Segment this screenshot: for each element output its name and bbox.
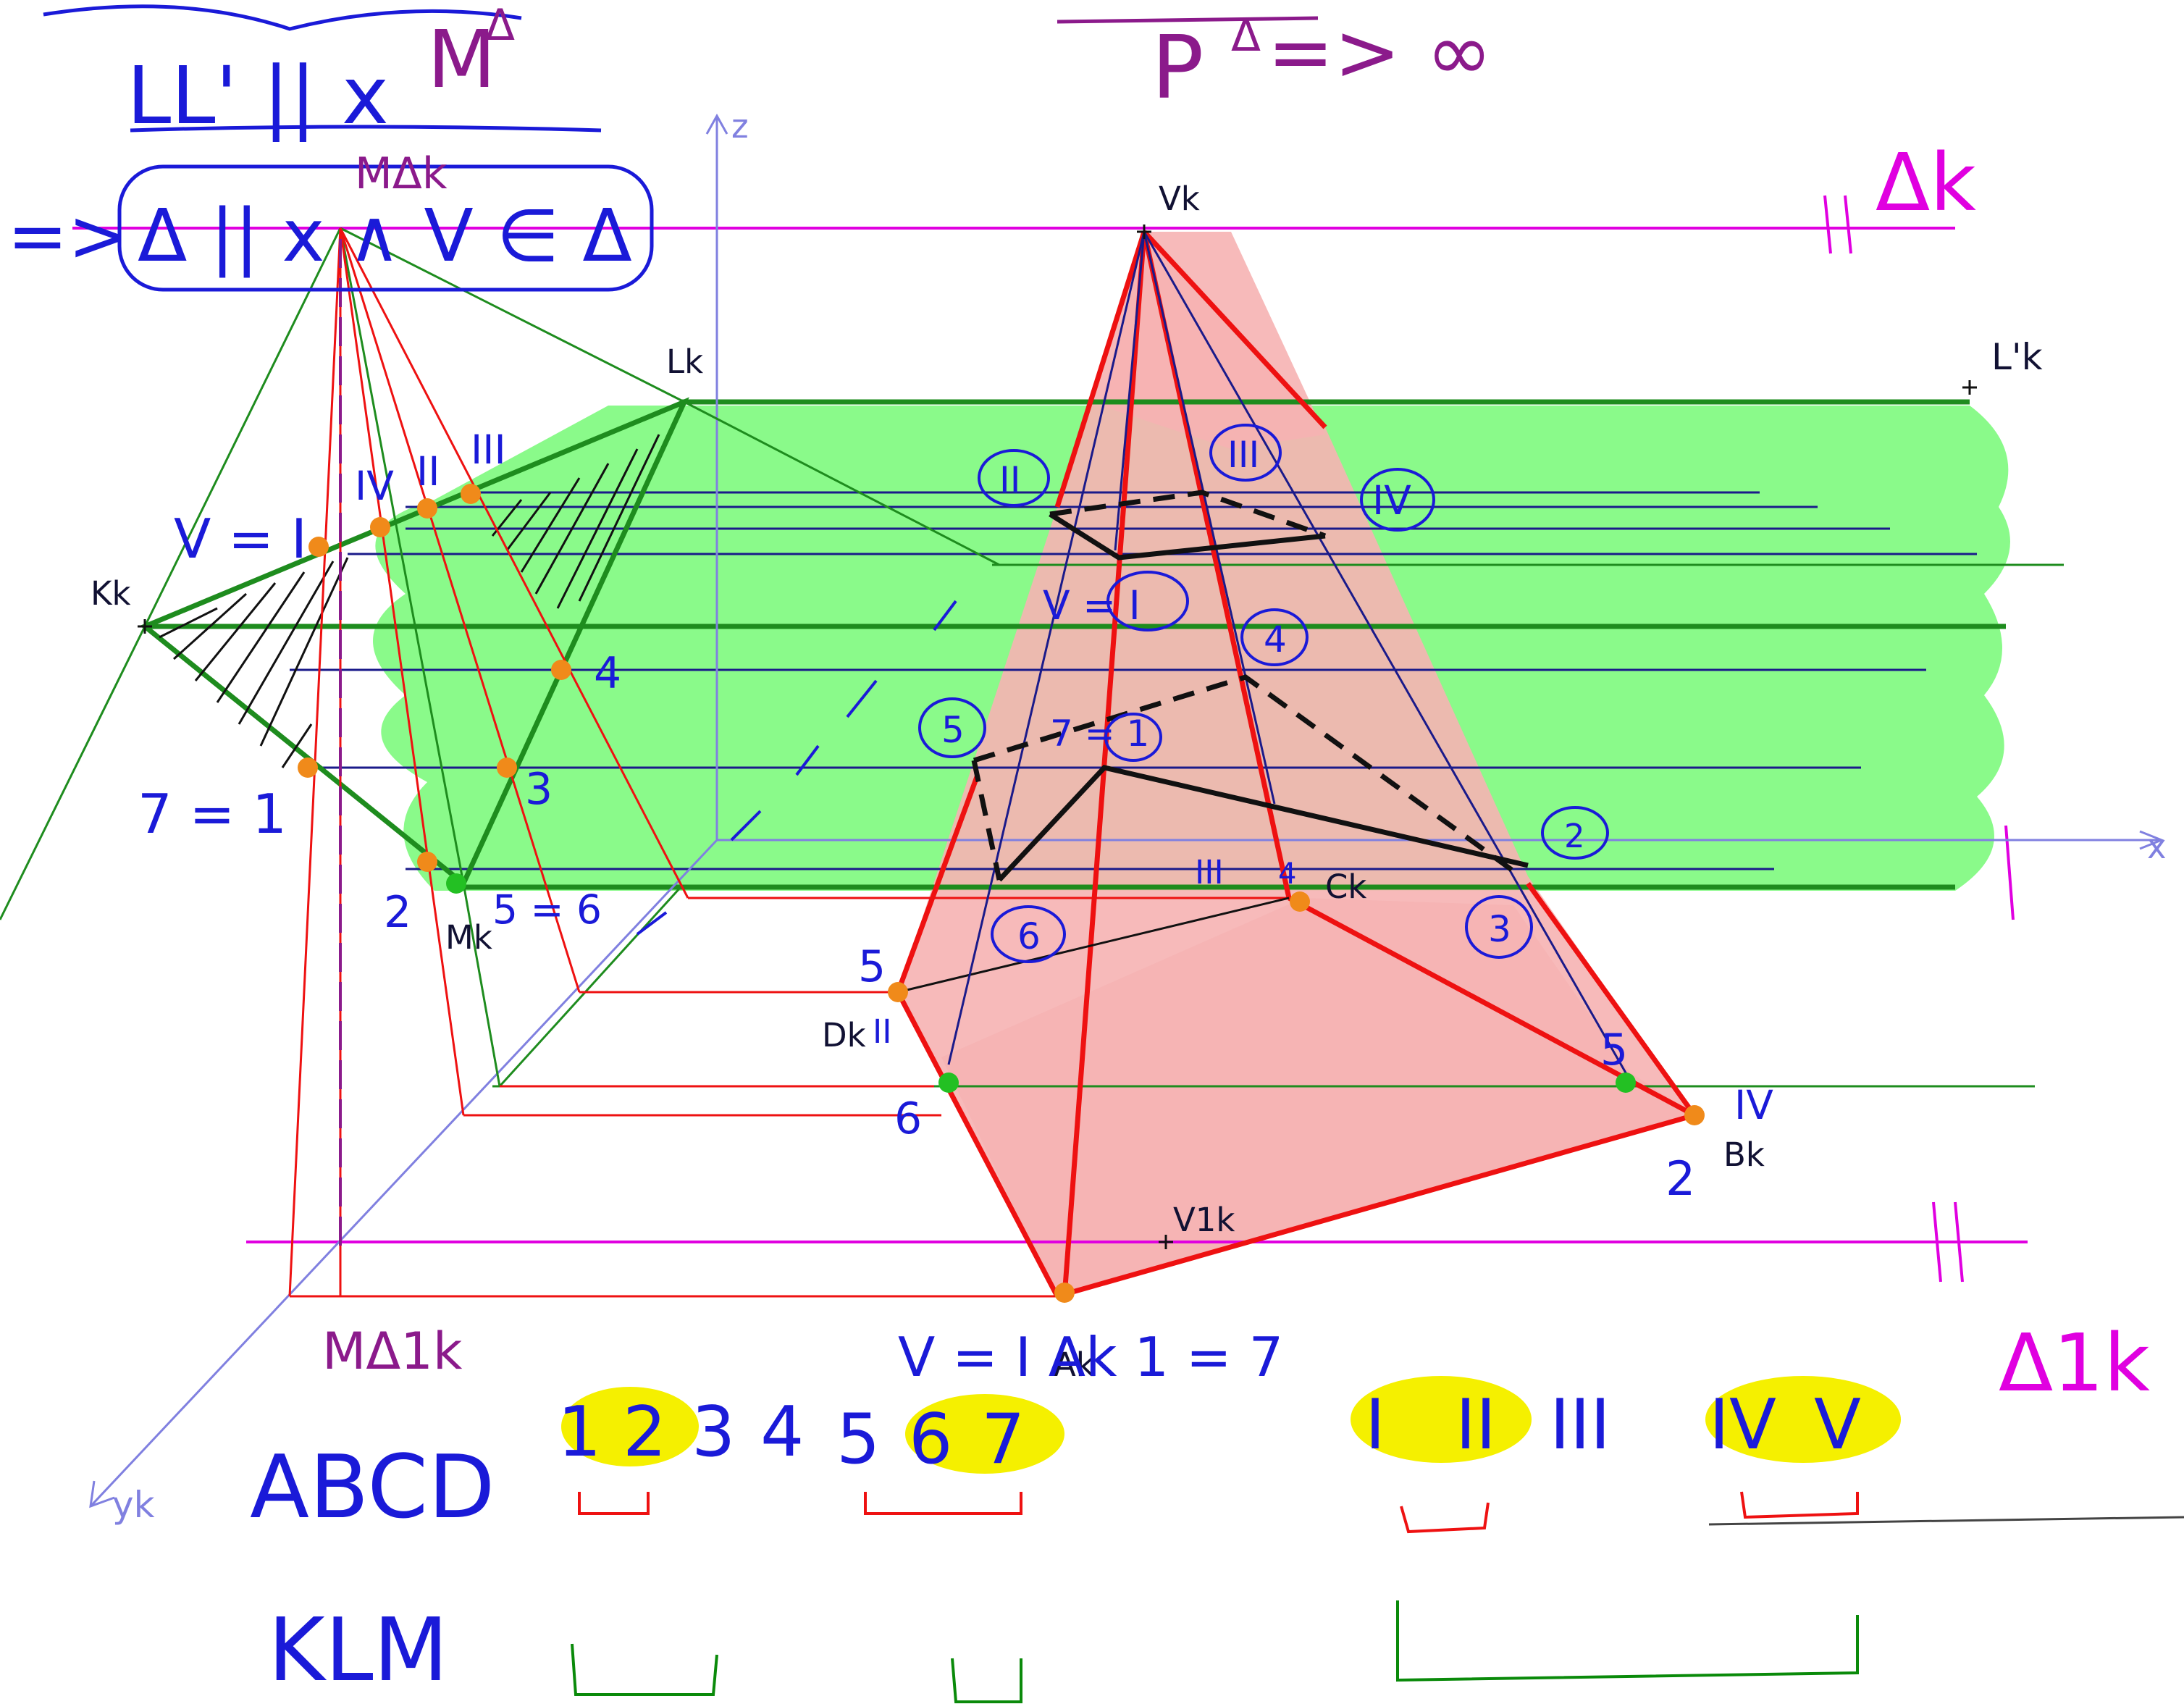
label-kk: Kk [91,574,131,613]
legend-roman-i: I [1365,1385,1385,1465]
circled-iv: IV [1372,477,1411,524]
left-num-2: 2 [384,887,411,938]
base-label-4: 4 [1278,857,1296,891]
pyramid-section-solid [997,512,1529,882]
left-v-eq-i: V = I [174,507,307,571]
legend-highlights [561,1376,1901,1474]
point-markers [138,224,1977,1249]
legend-number-4: 4 [760,1393,804,1472]
legend-romans: I II III IV V [1365,1385,1861,1465]
legend-number-2: 2 [623,1393,666,1472]
note-m: M [427,13,496,106]
note-p: P [1151,18,1204,119]
legend-number-1: 1 [558,1393,601,1472]
legend-roman-iii: III [1550,1385,1610,1465]
pyramid-circles [918,424,1609,963]
note-boxed-statement: Δ || x ∧ V ∈ Δ [138,193,632,278]
left-roman-iii: III [471,427,506,473]
legend-abcd: ABCD [250,1438,495,1538]
note-p-limit: => ∞ [1267,6,1492,98]
legend-roman-ii: II [1456,1385,1496,1465]
legend-roman-v: V [1814,1385,1861,1465]
left-label-6: 6 [894,1094,922,1144]
label-bk: Bk [1723,1136,1765,1174]
note-ll-parallel-x: LL' || x [127,49,389,143]
y-axis [89,839,718,1508]
right-label-iv: IV [1734,1082,1773,1128]
legend-klm: KLM [268,1600,448,1701]
green-horizontals [145,399,2064,1088]
axis-y-label: yk [112,1484,155,1526]
delta-plane-traces [72,195,2028,1283]
left-roman-iv: IV [355,463,394,509]
circled-v-eq-i: V = I [1043,582,1141,629]
label-dk: Dk [822,1016,866,1054]
note-implies: => [7,193,129,278]
left-num-4: 4 [594,648,621,699]
label-mk: Mk [445,918,492,957]
left-5-eq-6: 5 = 6 [492,886,602,933]
right-label-5: 5 [1600,1025,1628,1075]
label-mk-delta: MΔk [355,148,448,199]
note-m-superscript: Δ [485,0,515,51]
legend-brackets [571,1491,2184,1703]
legend-number-5: 5 [836,1400,880,1480]
legend-number-6: 6 [909,1400,952,1480]
axis-z-label: z [731,107,749,146]
circled-2: 2 [1564,817,1585,855]
left-num-3: 3 [525,764,553,815]
note-p-superscript: Δ [1231,11,1261,62]
bottom-equation: V = I Ak 1 = 7 [898,1325,1283,1389]
base-label-iii: III [1195,853,1224,891]
top-notes [43,4,1319,292]
left-7-eq-1: 7 = 1 [138,782,287,846]
circled-ii: II [999,459,1021,501]
label-lk: Lk [666,343,703,381]
legend-roman-iv: IV [1709,1385,1776,1465]
right-label-2: 2 [1666,1152,1695,1206]
circled-4: 4 [1264,618,1287,660]
label-v1k: V1k [1173,1201,1235,1239]
label-m1k-delta: MΔ1k [322,1322,463,1381]
legend-number-3: 3 [692,1393,735,1472]
section-points [298,484,1705,1303]
left-label-5: 5 [858,941,886,992]
circled-iii: III [1227,434,1259,476]
plane-delta1-label: Δ1k [1999,1317,2150,1409]
left-roman-ii: II [416,448,440,495]
blue-dashes [636,600,957,936]
circled-6: 6 [1017,915,1041,957]
circled-3: 3 [1488,908,1511,950]
label-lk-prime: L'k [1991,336,2043,378]
plane-delta-label: Δk [1876,136,1976,229]
axis-x-label: x [2147,828,2167,866]
legend-numbers: 1 2 3 4 5 6 7 [558,1393,1025,1480]
circled-5: 5 [941,709,965,751]
label-ck: Ck [1325,868,1366,906]
label-vk: Vk [1159,180,1200,218]
legend-number-7: 7 [981,1400,1025,1480]
label-ak: Ak [1054,1346,1095,1384]
circled-7-eq-1: 7 = 1 [1050,713,1149,755]
axes [89,113,2165,1508]
pyramid-fill [898,232,1694,1296]
pyramid-section-dashed [971,490,1523,881]
left-label-ii: II [873,1012,892,1051]
pyramid-inner-lines [947,231,1631,1080]
